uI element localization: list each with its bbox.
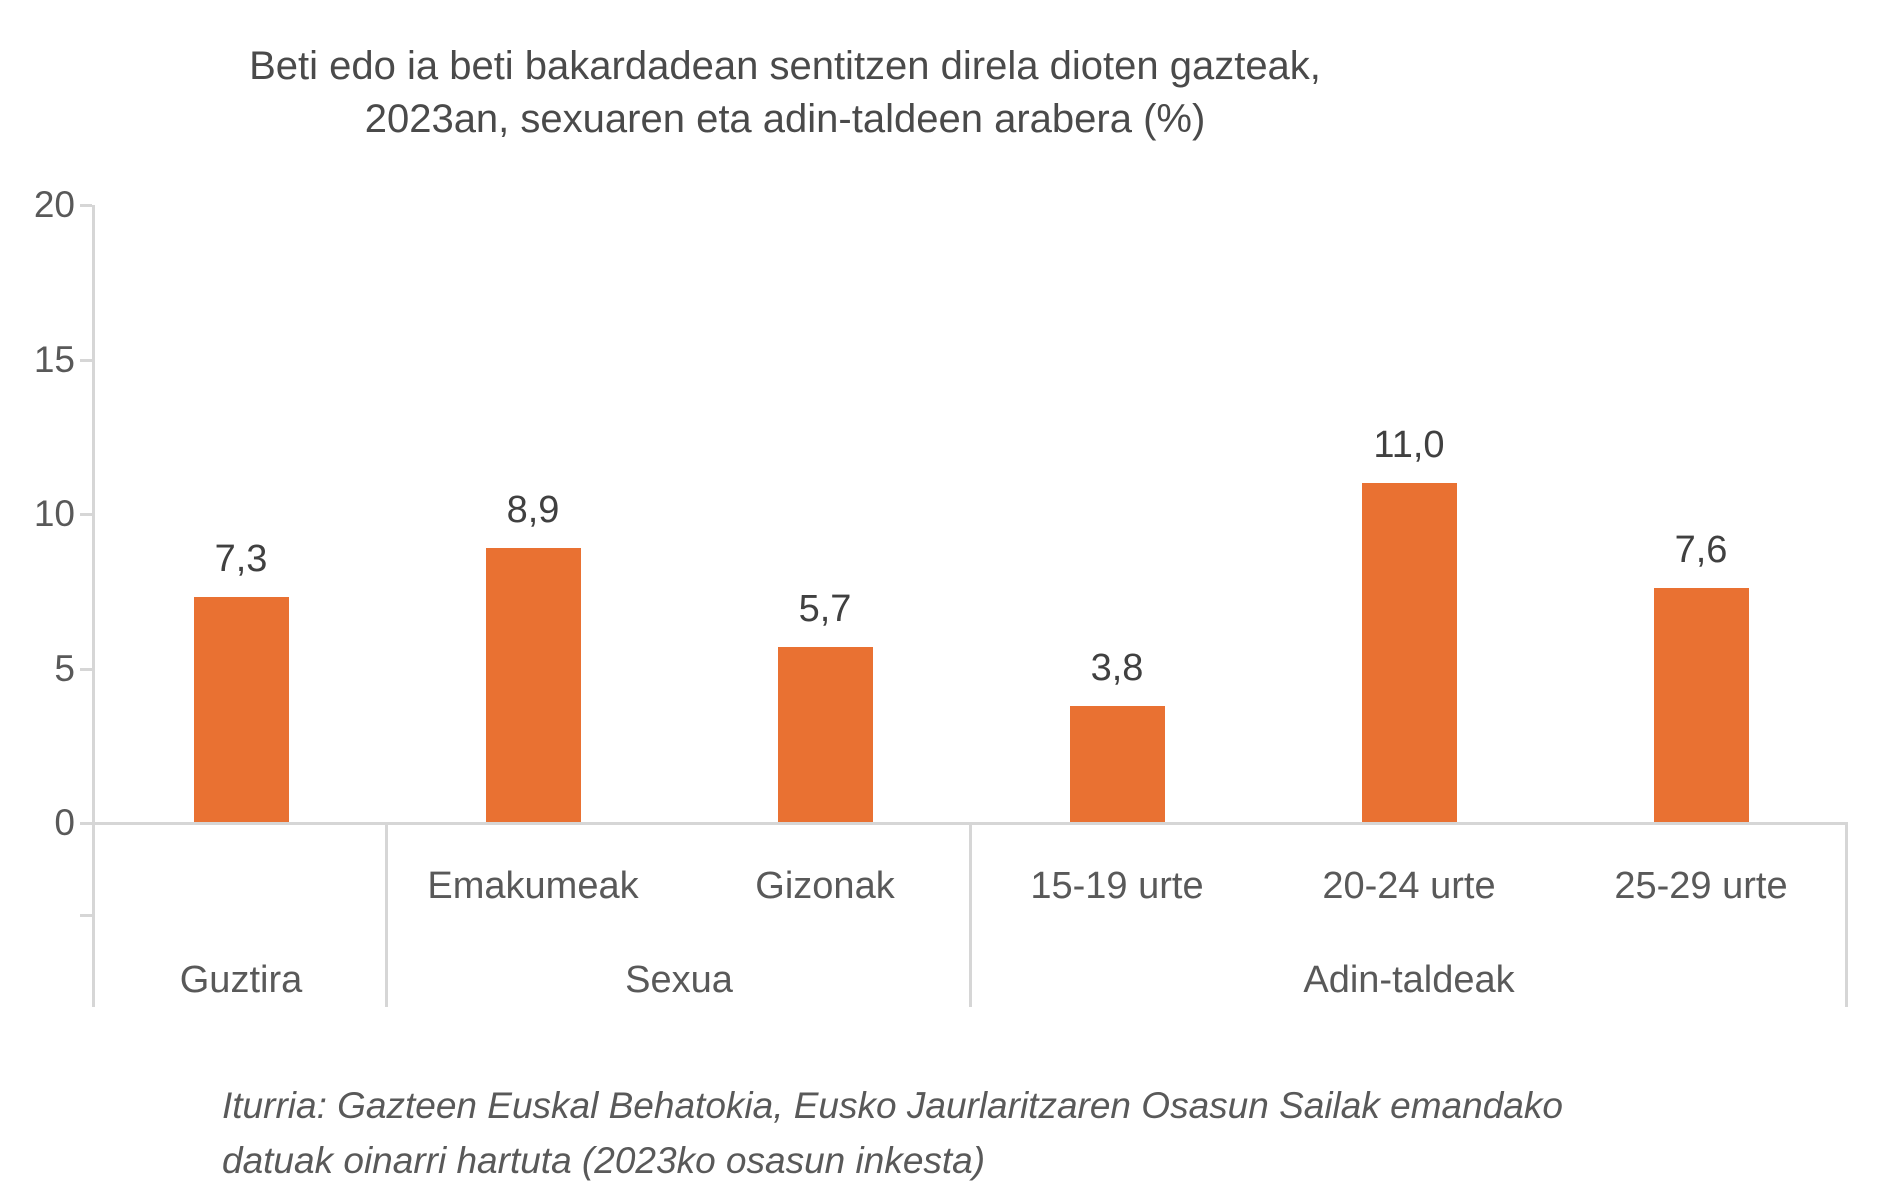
y-tick-label: 15	[33, 338, 75, 380]
y-tick-label: 10	[33, 493, 75, 534]
y-tick-mark	[80, 204, 92, 207]
chart-title-line-1: Beti edo ia beti bakardadean sentitzen d…	[249, 44, 1321, 88]
group-separator	[969, 823, 972, 1007]
y-tick-mark	[80, 358, 92, 362]
chart-title-line-2: 2023an, sexuaren eta adin-taldeen araber…	[364, 97, 1206, 141]
y-axis-line	[92, 205, 95, 1007]
bar	[1362, 483, 1457, 823]
group-label: Sexua	[625, 959, 733, 1001]
source-note-line-2: datuak oinarri hartuta (2023ko osasun in…	[222, 1140, 986, 1181]
y-tick-label: 5	[54, 647, 75, 689]
bar-value-label: 5,7	[798, 588, 852, 630]
bar	[778, 647, 873, 823]
group-separator	[1845, 823, 1848, 1007]
bar	[486, 548, 581, 823]
y-tick-mark	[80, 822, 92, 825]
y-tick-label: 0	[54, 802, 75, 843]
group-separator	[385, 823, 388, 1007]
bar-value-label: 7,6	[1674, 529, 1728, 571]
bar-value-label: 3,8	[1090, 647, 1144, 689]
group-label: Guztira	[179, 959, 303, 1001]
category-label: 20-24 urte	[1322, 865, 1496, 907]
bar	[194, 597, 289, 823]
bar-value-label: 8,9	[506, 489, 560, 531]
chart-title: Beti edo ia beti bakardadean sentitzen d…	[0, 40, 1570, 146]
bar	[1070, 706, 1165, 823]
category-label: Gizonak	[755, 865, 895, 907]
category-label: Emakumeak	[427, 865, 639, 907]
group-label: Adin-taldeak	[1303, 959, 1515, 1001]
bar	[1654, 588, 1749, 823]
axis-row-tick	[80, 914, 92, 917]
category-label: 15-19 urte	[1030, 865, 1204, 907]
category-label: 25-29 urte	[1614, 865, 1788, 907]
source-note-line-1: Iturria: Gazteen Euskal Behatokia, Eusko…	[222, 1085, 1563, 1126]
y-tick-label: 20	[33, 184, 75, 225]
bar-value-label: 7,3	[214, 538, 268, 580]
source-note: Iturria: Gazteen Euskal Behatokia, Eusko…	[222, 1078, 1722, 1188]
y-tick-mark	[80, 667, 92, 671]
bar-value-label: 11,0	[1373, 424, 1445, 466]
y-tick-mark	[80, 513, 92, 516]
